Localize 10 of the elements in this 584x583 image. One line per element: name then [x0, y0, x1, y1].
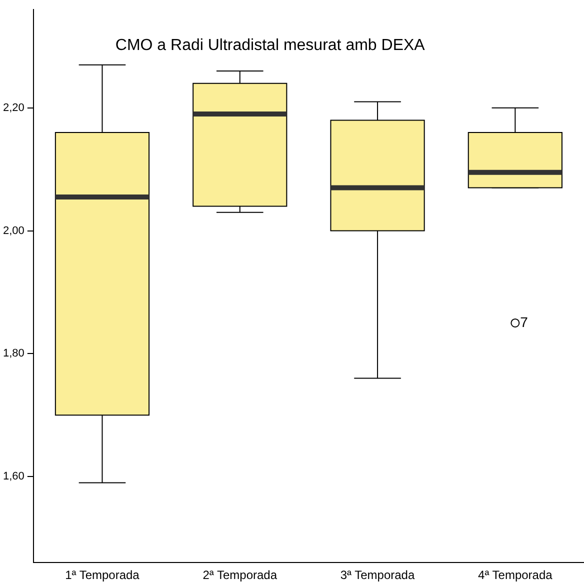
y-tick-label: 2,20: [2, 102, 24, 114]
text: CMO a Radi Ultradistal mesurat amb DEXA: [115, 37, 426, 54]
x-tick-label: 3ª Temporada: [340, 568, 415, 582]
y-tick-label: 2,00: [2, 224, 24, 237]
annotation: 7: [520, 314, 528, 330]
x-tick-label: 1ª Temporada: [65, 568, 140, 582]
x-tick-label: 4ª Temporada: [478, 568, 553, 582]
x-tick-label: 2ª Temporada: [202, 568, 278, 582]
y-tick-label: 1,80: [2, 348, 24, 360]
y-tick-label: 1,60: [2, 470, 24, 483]
